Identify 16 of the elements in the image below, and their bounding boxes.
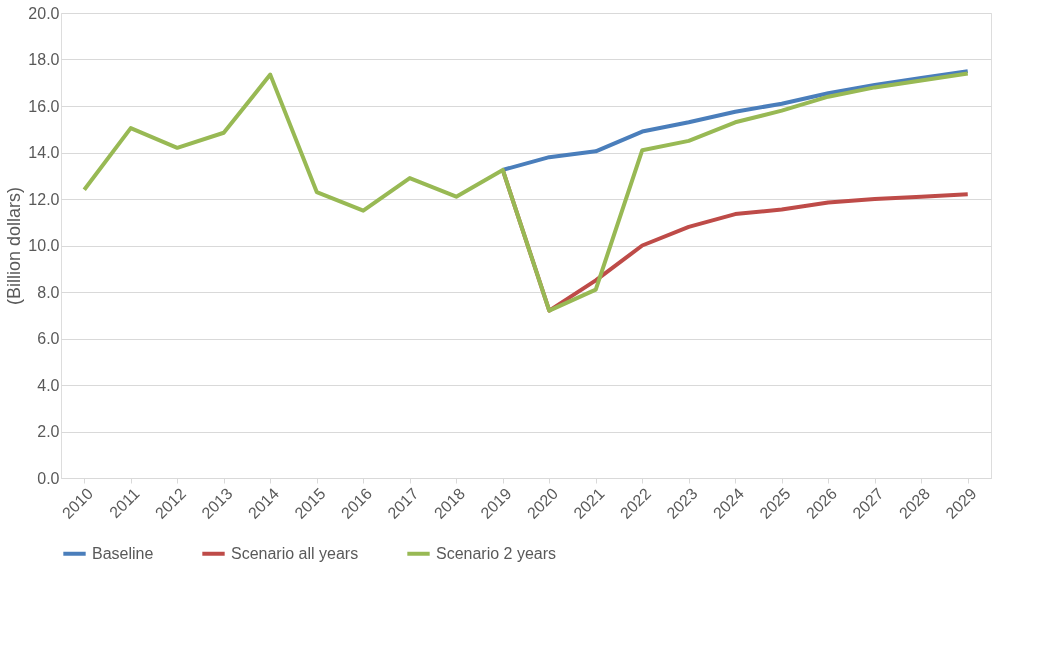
legend-label: Baseline (92, 544, 154, 562)
legend-label: Scenario 2 years (436, 544, 557, 562)
y-tick-label: 4.0 (37, 376, 60, 394)
line-series (82, 71, 970, 313)
y-axis-title: (Billion dollars) (4, 186, 25, 306)
y-tick-label: 2.0 (37, 423, 60, 440)
y-tick-label: 10.0 (28, 237, 60, 254)
y-tick-label: 18.0 (28, 51, 60, 68)
y-tick-label: 20.0 (28, 4, 60, 22)
y-tick-label: 6.0 (37, 330, 60, 347)
y-tick-label: 16.0 (28, 97, 60, 115)
y-tick-label: 12.0 (28, 190, 60, 208)
y-tick-label: 0.0 (37, 469, 60, 487)
y-tick-label: 14.0 (28, 144, 60, 161)
legend-label: Scenario all years (231, 544, 359, 562)
y-tick-label: 8.0 (37, 283, 60, 301)
